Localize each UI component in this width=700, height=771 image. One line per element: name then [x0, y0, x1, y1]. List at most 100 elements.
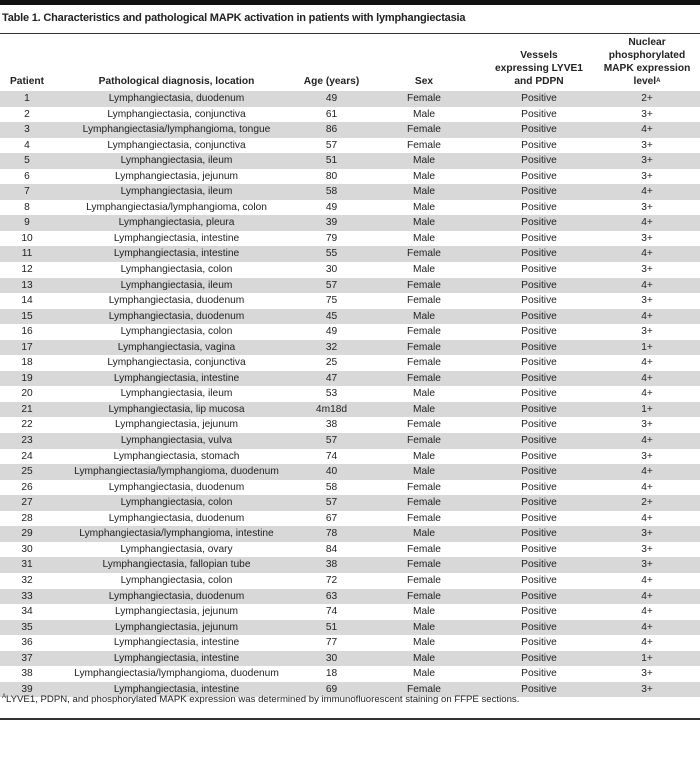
- table-row: 16 Lymphangiectasia, colon 49 Female Positiv…: [0, 324, 700, 340]
- cell-age: 61: [325, 108, 338, 120]
- cell-diagnosis: Lymphangiectasia, ovary: [120, 543, 233, 555]
- cell-mapk-level: 4+: [641, 481, 653, 493]
- cell-diagnosis: Lymphangiectasia, jejunum: [114, 606, 239, 618]
- cell-mapk-level: 3+: [641, 108, 653, 120]
- cell-sex: Male: [364, 464, 484, 480]
- cell-vessels: Positive: [521, 606, 557, 618]
- cell-patient: 36: [21, 637, 33, 649]
- cell-sex: Female: [364, 370, 484, 387]
- cell-patient: 21: [0, 401, 54, 418]
- cell-age: 80: [325, 170, 338, 182]
- footnote-text: LYVE1, PDPN, and phosphorylated MAPK exp…: [6, 694, 520, 705]
- cell-sex: Female: [364, 122, 484, 138]
- cell-vessels: Positive: [484, 91, 594, 107]
- cell-vessels: Positive: [484, 246, 594, 263]
- cell-age: 63: [299, 588, 364, 605]
- col-header-sex: Sex: [414, 76, 434, 87]
- cell-diagnosis: Lymphangiectasia, fallopian tube: [54, 557, 299, 573]
- cell-patient: 35: [0, 619, 54, 636]
- cell-sex: Male: [364, 650, 484, 667]
- cell-sex: Female: [364, 91, 484, 107]
- table-row: 14 Lymphangiectasia, duodenum 75 Female Posi…: [0, 293, 700, 309]
- cell-patient: 18: [21, 357, 33, 369]
- cell-vessels: Positive: [484, 464, 594, 480]
- cell-diagnosis: Lymphangiectasia, intestine: [54, 370, 299, 387]
- cell-patient: 33: [0, 588, 54, 605]
- table-row: 5 Lymphangiectasia, ileum 51 Male Positive 3+: [0, 153, 700, 169]
- table-title: Table 1. Characteristics and pathologica…: [2, 12, 466, 24]
- cell-age: 30: [325, 264, 338, 276]
- table-row: 24 Lymphangiectasia, stomach 74 Male Positiv…: [0, 449, 700, 465]
- cell-age: 69: [299, 681, 364, 698]
- table-row: 8 Lymphangiectasia/lymphangioma, colon 49 M…: [0, 200, 700, 216]
- table-row: 2 Lymphangiectasia, conjunctiva 61 Male Posi…: [0, 107, 700, 123]
- cell-patient: 30: [21, 543, 33, 555]
- cell-mapk-level: 3+: [594, 153, 700, 169]
- cell-age: 39: [299, 215, 364, 231]
- cell-diagnosis: Lymphangiectasia, intestine: [54, 681, 299, 698]
- cell-age: 58: [299, 184, 364, 200]
- cell-patient: 6: [24, 170, 30, 182]
- cell-patient: 13: [0, 277, 54, 294]
- cell-age: 67: [325, 512, 338, 524]
- cell-patient: 1: [0, 91, 54, 107]
- table-row: 23 Lymphangiectasia, vulva 57 Female Positiv…: [0, 433, 700, 449]
- table-row: 21 Lymphangiectasia, lip mucosa 4m18d Male P…: [0, 401, 700, 418]
- cell-age: 51: [299, 619, 364, 636]
- cell-age: 18: [325, 668, 338, 680]
- cell-vessels: Positive: [484, 153, 594, 169]
- cell-vessels: Positive: [484, 588, 594, 605]
- cell-sex: Male: [364, 526, 484, 542]
- cell-diagnosis: Lymphangiectasia, jejunum: [114, 170, 239, 182]
- cell-sex: Female: [407, 419, 441, 431]
- cell-mapk-level: 1+: [594, 650, 700, 667]
- cell-diagnosis: Lymphangiectasia/lymphangioma, colon: [86, 201, 267, 213]
- table-row: 35 Lymphangiectasia, jejunum 51 Male Positiv…: [0, 619, 700, 636]
- cell-mapk-level: 3+: [641, 139, 653, 151]
- cell-sex: Female: [407, 139, 441, 151]
- cell-diagnosis: Lymphangiectasia, duodenum: [54, 588, 299, 605]
- col-header-vessels: Vessels expressing LYVE1 and PDPN: [484, 36, 594, 91]
- table-row: 38 Lymphangiectasia/lymphangioma, duodenu…: [0, 666, 700, 682]
- table-row: 4 Lymphangiectasia, conjunctiva 57 Female Po…: [0, 138, 700, 154]
- cell-mapk-level: 4+: [641, 512, 653, 524]
- cell-vessels: Positive: [484, 370, 594, 387]
- cell-age: 45: [299, 308, 364, 325]
- cell-age: 57: [299, 495, 364, 511]
- cell-mapk-level: 3+: [641, 419, 653, 431]
- cell-sex: Female: [407, 357, 441, 369]
- cell-sex: Female: [364, 495, 484, 511]
- cell-vessels: Positive: [521, 419, 557, 431]
- cell-age: 38: [325, 419, 338, 431]
- cell-sex: Male: [412, 388, 436, 400]
- cell-sex: Male: [412, 232, 436, 244]
- cell-patient: 20: [21, 388, 33, 400]
- cell-sex: Female: [364, 277, 484, 294]
- cell-diagnosis: Lymphangiectasia, stomach: [113, 450, 240, 462]
- cell-patient: 19: [0, 370, 54, 387]
- cell-vessels: Positive: [521, 388, 557, 400]
- cell-mapk-level: 3+: [641, 543, 653, 555]
- cell-sex: Female: [407, 326, 441, 338]
- cell-mapk-level: 2+: [594, 91, 700, 107]
- cell-sex: Male: [412, 668, 436, 680]
- cell-mapk-level: 3+: [594, 526, 700, 542]
- cell-sex: Male: [412, 450, 436, 462]
- cell-diagnosis: Lymphangiectasia/lymphangioma, tongue: [54, 122, 299, 138]
- col-header-patient: Patient: [10, 76, 44, 87]
- cell-sex: Male: [412, 201, 436, 213]
- cell-mapk-level: 4+: [594, 308, 700, 325]
- cell-diagnosis: Lymphangiectasia, intestine: [54, 650, 299, 667]
- cell-sex: Female: [364, 588, 484, 605]
- cell-sex: Female: [364, 433, 484, 449]
- table-row: 33 Lymphangiectasia, duodenum 63 Female Posi…: [0, 588, 700, 605]
- cell-age: 4m18d: [299, 401, 364, 418]
- cell-diagnosis: Lymphangiectasia, jejunum: [114, 419, 239, 431]
- cell-mapk-level: 4+: [594, 370, 700, 387]
- table-row: 32 Lymphangiectasia, colon 72 Female Positiv…: [0, 573, 700, 589]
- cell-mapk-level: 3+: [641, 668, 653, 680]
- cell-sex: Female: [407, 543, 441, 555]
- cell-vessels: Positive: [484, 433, 594, 449]
- cell-age: 57: [299, 433, 364, 449]
- cell-sex: Female: [364, 557, 484, 573]
